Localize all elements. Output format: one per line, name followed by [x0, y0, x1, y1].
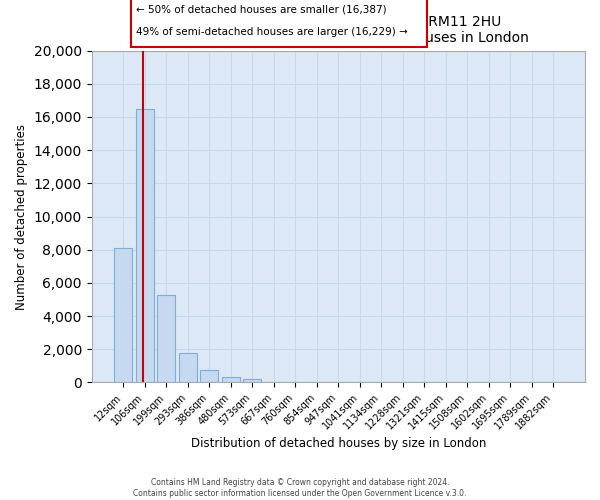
Text: 49% of semi-detached houses are larger (16,229) →: 49% of semi-detached houses are larger (…: [136, 28, 408, 38]
FancyBboxPatch shape: [131, 0, 427, 47]
Bar: [179, 352, 197, 382]
Bar: [221, 378, 240, 382]
X-axis label: Distribution of detached houses by size in London: Distribution of detached houses by size …: [191, 437, 486, 450]
Bar: [200, 370, 218, 382]
Text: ← 50% of detached houses are smaller (16,387): ← 50% of detached houses are smaller (16…: [136, 4, 386, 14]
Y-axis label: Number of detached properties: Number of detached properties: [15, 124, 28, 310]
Bar: [136, 108, 154, 382]
Bar: [243, 378, 262, 382]
Bar: [157, 294, 175, 382]
Text: Contains HM Land Registry data © Crown copyright and database right 2024.
Contai: Contains HM Land Registry data © Crown c…: [133, 478, 467, 498]
Bar: [114, 248, 133, 382]
Title: 118, HAYNES ROAD, HORNCHURCH, RM11 2HU
Size of property relative to detached hou: 118, HAYNES ROAD, HORNCHURCH, RM11 2HU S…: [148, 15, 529, 45]
